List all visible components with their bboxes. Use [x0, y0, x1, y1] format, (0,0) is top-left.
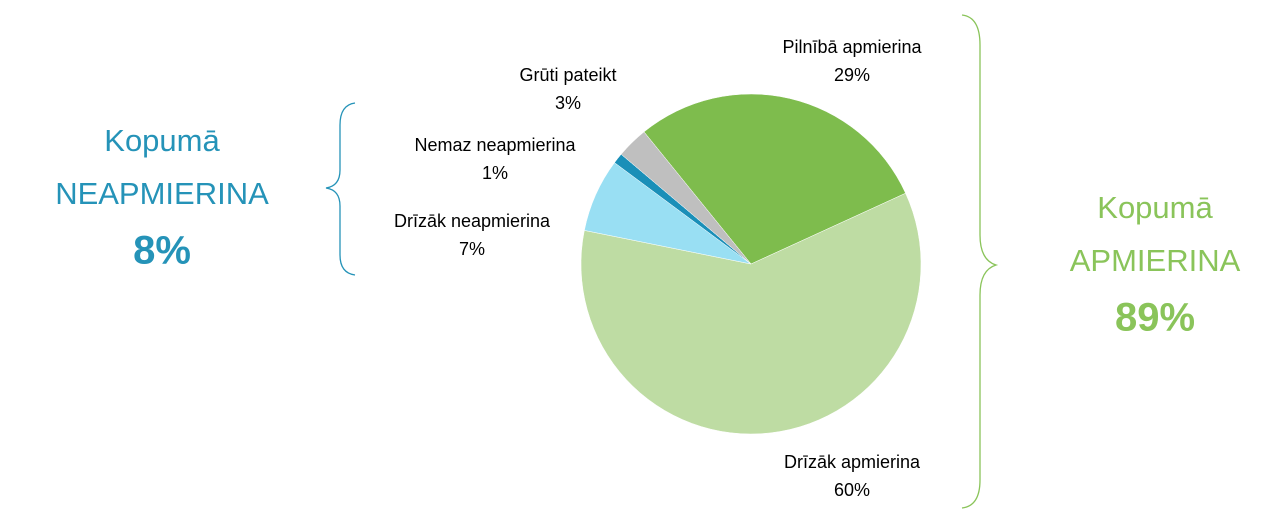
slice-label: Drīzāk neapmierina: [394, 211, 551, 231]
slice-value: 3%: [555, 93, 581, 113]
slice-label: Grūti pateikt: [519, 65, 616, 85]
slice-label: Drīzāk apmierina: [784, 452, 921, 472]
slice-value: 1%: [482, 163, 508, 183]
annotation-text: Kopumā: [104, 123, 220, 158]
pie-slice: [643, 93, 906, 265]
annotation-text: APMIERINA: [1070, 243, 1241, 278]
slice-label: Pilnībā apmierina: [782, 37, 922, 57]
right-brace: [961, 14, 999, 509]
slice-value: 7%: [459, 239, 485, 259]
left-brace: [325, 102, 356, 276]
annotation-text: NEAPMIERINA: [55, 176, 269, 211]
annotation-total: 8%: [133, 229, 191, 273]
slice-value: 29%: [834, 65, 870, 85]
annotation-text: Kopumā: [1097, 190, 1213, 225]
pie-slice: [620, 131, 752, 265]
slice-label: Nemaz neapmierina: [414, 135, 576, 155]
annotation-total: 89%: [1115, 296, 1195, 340]
pie-slice: [580, 192, 922, 435]
slice-value: 60%: [834, 480, 870, 500]
